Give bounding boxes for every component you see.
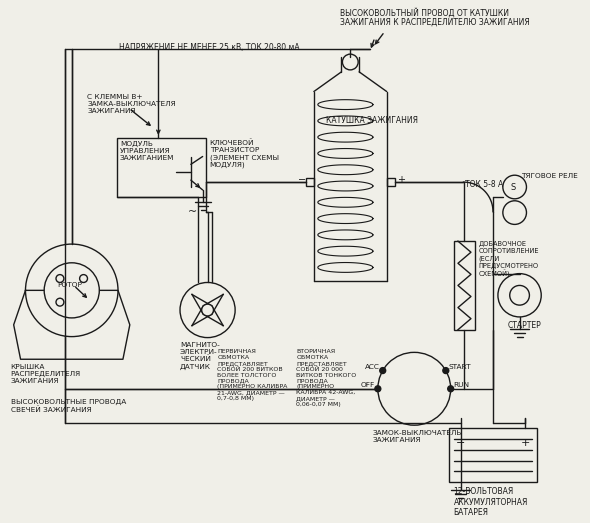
Text: С КЛЕММЫ В+
ЗАМКА-ВЫКЛЮЧАТЕЛЯ
ЗАЖИГАНИЯ: С КЛЕММЫ В+ ЗАМКА-ВЫКЛЮЧАТЕЛЯ ЗАЖИГАНИЯ: [87, 94, 176, 113]
Text: МАГНИТО-
ЭЛЕКТРИ-
ЧЕСКИЙ
ДАТЧИК: МАГНИТО- ЭЛЕКТРИ- ЧЕСКИЙ ДАТЧИК: [180, 342, 219, 370]
Circle shape: [448, 386, 454, 392]
Text: ACC: ACC: [365, 363, 380, 370]
Text: КАТУШКА ЗАЖИГАНИЯ: КАТУШКА ЗАЖИГАНИЯ: [326, 116, 418, 125]
Text: ДОБАВОЧНОЕ
СОПРОТИВЛЕНИЕ
(ЕСЛИ
ПРЕДУСМОТРЕНО
СХЕМОЙ): ДОБАВОЧНОЕ СОПРОТИВЛЕНИЕ (ЕСЛИ ПРЕДУСМОТ…: [478, 241, 539, 278]
Text: ВТОРИЧНАЯ
ОБМОТКА
ПРЕДСТАВЛЯЕТ
СОБОЙ 20 000
ВИТКОВ ТОНКОГО
ПРОВОДА
(ПРИМЕРНО
КАЛ: ВТОРИЧНАЯ ОБМОТКА ПРЕДСТАВЛЯЕТ СОБОЙ 20 …: [296, 349, 356, 406]
Text: +: +: [396, 175, 405, 185]
Text: START: START: [449, 363, 471, 370]
Text: ТОК 5-8 А: ТОК 5-8 А: [466, 180, 504, 189]
Text: ВЫСОКОВОЛЬТНЫЙ ПРОВОД ОТ КАТУШКИ: ВЫСОКОВОЛЬТНЫЙ ПРОВОД ОТ КАТУШКИ: [340, 8, 509, 18]
Circle shape: [443, 368, 449, 373]
Circle shape: [56, 298, 64, 306]
Circle shape: [80, 275, 87, 282]
Text: ~: ~: [188, 207, 198, 217]
Text: ТЯГОВОЕ РЕЛЕ: ТЯГОВОЕ РЕЛЕ: [520, 173, 577, 179]
Text: СТАРТЕР: СТАРТЕР: [508, 321, 542, 330]
Circle shape: [503, 201, 526, 224]
Text: МОДУЛЬ
УПРАВЛЕНИЯ
ЗАЖИГАНИЕМ: МОДУЛЬ УПРАВЛЕНИЯ ЗАЖИГАНИЕМ: [120, 141, 175, 161]
Circle shape: [342, 54, 358, 70]
Text: S: S: [511, 183, 516, 192]
Circle shape: [56, 275, 64, 282]
Bar: [386, 178, 395, 186]
Text: КЛЮЧЕВОЙ
ТРАНЗИСТОР
(ЭЛЕМЕНТ СХЕМЫ
МОДУЛЯ): КЛЮЧЕВОЙ ТРАНЗИСТОР (ЭЛЕМЕНТ СХЕМЫ МОДУЛ…: [209, 140, 278, 168]
Text: ЗАМОК-ВЫКЛЮЧАТЕЛЬ
ЗАЖИГАНИЯ: ЗАМОК-ВЫКЛЮЧАТЕЛЬ ЗАЖИГАНИЯ: [373, 430, 463, 443]
Circle shape: [25, 244, 118, 337]
Bar: [449, 428, 537, 482]
Circle shape: [180, 282, 235, 337]
Text: КРЫШКА
РАСПРЕДЕЛИТЕЛЯ
ЗАЖИГАНИЯ: КРЫШКА РАСПРЕДЕЛИТЕЛЯ ЗАЖИГАНИЯ: [11, 364, 81, 384]
Bar: [454, 241, 476, 329]
Text: ПЕРВИЧНАЯ
ОБМОТКА
ПРЕДСТАВЛЯЕТ
СОБОЙ 200 ВИТКОВ
БОЛЕЕ ТОЛСТОГО
ПРОВОДА
(ПРИМЕРНО: ПЕРВИЧНАЯ ОБМОТКА ПРЕДСТАВЛЯЕТ СОБОЙ 200…: [217, 349, 288, 401]
Text: RUN: RUN: [454, 382, 470, 388]
Bar: [306, 178, 314, 186]
Text: 12-ВОЛЬТОВАЯ
АККУМУЛЯТОРНАЯ
БАТАРЕЯ: 12-ВОЛЬТОВАЯ АККУМУЛЯТОРНАЯ БАТАРЕЯ: [454, 487, 528, 517]
Text: РОТОР: РОТОР: [57, 282, 82, 288]
Circle shape: [378, 353, 451, 425]
Bar: [117, 138, 205, 197]
Circle shape: [202, 304, 214, 316]
Text: +: +: [521, 438, 530, 448]
Text: ЗАЖИГАНИЯ К РАСПРЕДЕЛИТЕЛЮ ЗАЖИГАНИЯ: ЗАЖИГАНИЯ К РАСПРЕДЕЛИТЕЛЮ ЗАЖИГАНИЯ: [340, 18, 530, 27]
Text: НАПРЯЖЕНИЕ НЕ МЕНЕЕ 25 кВ, ТОК 20-80 мА: НАПРЯЖЕНИЕ НЕ МЕНЕЕ 25 кВ, ТОК 20-80 мА: [119, 43, 300, 52]
Text: ВЫСОКОВОЛЬТНЫЕ ПРОВОДА
СВЕЧЕЙ ЗАЖИГАНИЯ: ВЫСОКОВОЛЬТНЫЕ ПРОВОДА СВЕЧЕЙ ЗАЖИГАНИЯ: [11, 399, 126, 413]
Circle shape: [503, 175, 526, 199]
Circle shape: [510, 286, 529, 305]
Text: OFF: OFF: [360, 382, 375, 388]
Text: −: −: [456, 438, 465, 448]
Circle shape: [375, 386, 381, 392]
Text: −: −: [298, 175, 306, 185]
Circle shape: [44, 263, 99, 318]
Circle shape: [380, 368, 386, 373]
Circle shape: [498, 274, 541, 317]
